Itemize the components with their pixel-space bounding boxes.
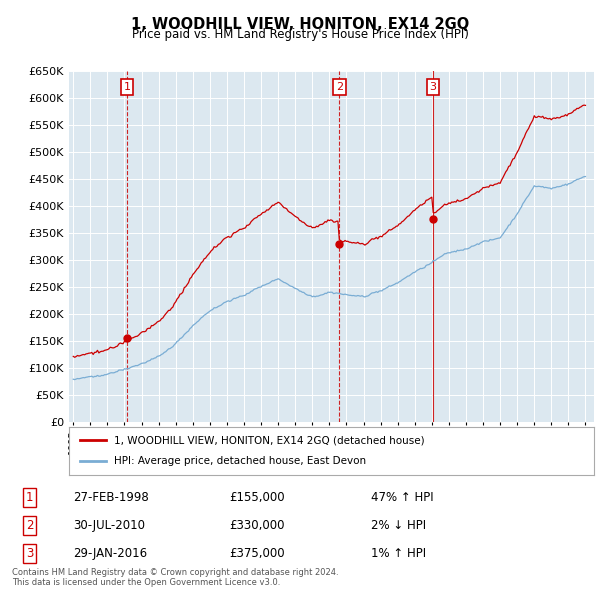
- Text: £155,000: £155,000: [229, 491, 285, 504]
- Text: 2: 2: [26, 519, 33, 532]
- Text: 27-FEB-1998: 27-FEB-1998: [74, 491, 149, 504]
- Text: 29-JAN-2016: 29-JAN-2016: [74, 547, 148, 560]
- Text: 1: 1: [26, 491, 33, 504]
- Text: Contains HM Land Registry data © Crown copyright and database right 2024.
This d: Contains HM Land Registry data © Crown c…: [12, 568, 338, 587]
- Text: 2: 2: [336, 82, 343, 92]
- Text: 2% ↓ HPI: 2% ↓ HPI: [371, 519, 425, 532]
- Text: 1: 1: [124, 82, 131, 92]
- Text: 3: 3: [430, 82, 437, 92]
- Text: 1, WOODHILL VIEW, HONITON, EX14 2GQ: 1, WOODHILL VIEW, HONITON, EX14 2GQ: [131, 17, 469, 31]
- Text: 1, WOODHILL VIEW, HONITON, EX14 2GQ (detached house): 1, WOODHILL VIEW, HONITON, EX14 2GQ (det…: [113, 435, 424, 445]
- Text: 3: 3: [26, 547, 33, 560]
- Text: 1% ↑ HPI: 1% ↑ HPI: [371, 547, 425, 560]
- Text: Price paid vs. HM Land Registry's House Price Index (HPI): Price paid vs. HM Land Registry's House …: [131, 28, 469, 41]
- Text: £330,000: £330,000: [229, 519, 285, 532]
- Text: £375,000: £375,000: [229, 547, 285, 560]
- Text: 30-JUL-2010: 30-JUL-2010: [74, 519, 146, 532]
- Text: 47% ↑ HPI: 47% ↑ HPI: [371, 491, 433, 504]
- Text: HPI: Average price, detached house, East Devon: HPI: Average price, detached house, East…: [113, 457, 366, 467]
